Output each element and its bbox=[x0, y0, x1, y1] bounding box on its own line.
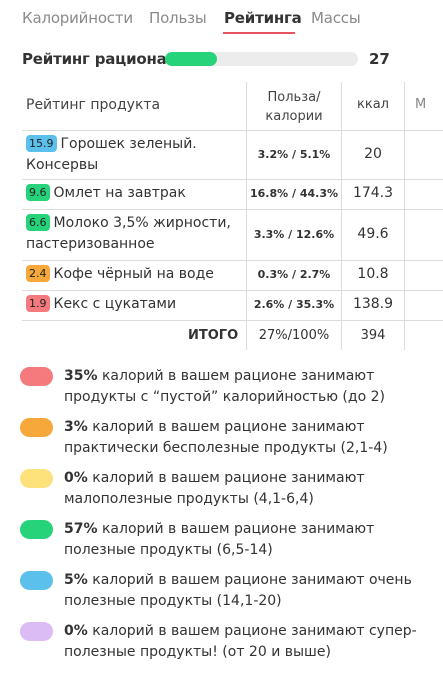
legend-percent: 3% bbox=[64, 419, 88, 435]
legend-percent: 35% bbox=[64, 368, 98, 384]
legend-item-useful: 57% калорий в вашем рационе занимают пол… bbox=[20, 519, 430, 563]
product-name: Омлет на завтрак bbox=[53, 185, 186, 201]
table-row-product[interactable]: 9.6 Омлет на завтрак bbox=[26, 183, 244, 204]
tab-mass[interactable]: Массы bbox=[311, 9, 361, 27]
total-label: ИТОГО bbox=[188, 328, 239, 343]
product-name: Кофе чёрный на воде bbox=[53, 266, 214, 282]
table-divider bbox=[22, 260, 443, 261]
product-kcal: 174.3 bbox=[352, 185, 394, 201]
product-score-badge: 1.9 bbox=[26, 295, 50, 312]
active-tab-indicator bbox=[223, 32, 295, 34]
legend-item-low-benefit: 0% калорий в вашем рационе занимают мало… bbox=[20, 468, 430, 512]
product-benefit: 2.6% / 35.3% bbox=[253, 298, 335, 311]
product-benefit: 3.2% / 5.1% bbox=[257, 148, 331, 161]
product-benefit: 16.8% / 44.3% bbox=[250, 187, 338, 200]
table-divider bbox=[246, 82, 247, 350]
legend-description: калорий в вашем рационе занимают очень п… bbox=[64, 572, 412, 609]
table-divider bbox=[22, 130, 443, 131]
table-row-product[interactable]: 1.9 Кекс с цукатами bbox=[26, 294, 244, 315]
product-score-badge: 6.6 bbox=[26, 214, 50, 231]
column-header-benefit-line2: калории bbox=[265, 109, 323, 124]
legend-percent: 0% bbox=[64, 623, 88, 639]
diet-rating-bar bbox=[165, 52, 358, 66]
legend-percent: 57% bbox=[64, 521, 98, 537]
legend-color-dot bbox=[20, 622, 53, 641]
column-header-kcal[interactable]: ккал bbox=[357, 97, 389, 112]
legend-description: калорий в вашем рационе занимают полезны… bbox=[64, 521, 375, 558]
legend-color-dot bbox=[20, 520, 53, 539]
column-header-benefit[interactable]: Польза/ калории bbox=[247, 88, 341, 126]
legend-text: 35% калорий в вашем рационе занимают про… bbox=[64, 366, 434, 408]
legend-item-very-useful: 5% калорий в вашем рационе занимают очен… bbox=[20, 570, 430, 614]
legend-text: 57% калорий в вашем рационе занимают пол… bbox=[64, 519, 434, 561]
table-divider bbox=[22, 179, 443, 180]
table-divider bbox=[22, 209, 443, 210]
legend-description: калорий в вашем рационе занимают практич… bbox=[64, 419, 388, 456]
product-score-badge: 2.4 bbox=[26, 265, 50, 282]
diet-rating-label: Рейтинг рациона bbox=[22, 50, 167, 68]
legend-percent: 5% bbox=[64, 572, 88, 588]
table-divider bbox=[341, 82, 342, 350]
legend-color-dot bbox=[20, 418, 53, 437]
table-divider bbox=[404, 82, 405, 350]
product-benefit: 0.3% / 2.7% bbox=[257, 268, 331, 281]
product-name: Горошек зеленый. Консервы bbox=[26, 136, 197, 173]
total-benefit: 27%/100% bbox=[258, 328, 330, 343]
legend-text: 0% калорий в вашем рационе занимают супе… bbox=[64, 621, 434, 663]
tab-rating[interactable]: Рейтинга bbox=[224, 9, 302, 27]
product-name: Молоко 3,5% жирности, пастеризованное bbox=[26, 215, 231, 252]
column-header-truncated[interactable]: М bbox=[415, 97, 427, 112]
product-kcal: 138.9 bbox=[352, 296, 394, 312]
legend-text: 3% калорий в вашем рационе занимают прак… bbox=[64, 417, 434, 459]
tab-bar: Калорийности Пользы Рейтинга Массы bbox=[0, 0, 443, 40]
legend-description: калорий в вашем рационе занимают продукт… bbox=[64, 368, 385, 405]
table-row-product[interactable]: 15.9 Горошек зеленый. Консервы bbox=[26, 134, 244, 176]
column-header-product[interactable]: Рейтинг продукта bbox=[26, 97, 161, 113]
table-row-product[interactable]: 2.4 Кофе чёрный на воде bbox=[26, 264, 244, 285]
product-score-badge: 15.9 bbox=[26, 135, 57, 152]
tab-calories[interactable]: Калорийности bbox=[22, 9, 133, 27]
diet-rating-row: Рейтинг рациона bbox=[0, 44, 443, 74]
total-kcal: 394 bbox=[360, 328, 386, 343]
legend-text: 5% калорий в вашем рационе занимают очен… bbox=[64, 570, 434, 612]
legend-percent: 0% bbox=[64, 470, 88, 486]
product-score-badge: 9.6 bbox=[26, 184, 50, 201]
product-benefit: 3.3% / 12.6% bbox=[253, 228, 335, 241]
product-kcal: 10.8 bbox=[357, 266, 389, 282]
tab-benefit[interactable]: Пользы bbox=[149, 9, 207, 27]
product-rating-table: Рейтинг продукта Польза/ калории ккал М … bbox=[0, 82, 443, 350]
legend-color-dot bbox=[20, 571, 53, 590]
legend-item-useless: 3% калорий в вашем рационе занимают прак… bbox=[20, 417, 430, 461]
legend-color-dot bbox=[20, 367, 53, 386]
table-divider bbox=[22, 320, 443, 321]
diet-rating-bar-fill bbox=[165, 52, 218, 66]
table-row-product[interactable]: 6.6 Молоко 3,5% жирности, пастеризованное bbox=[26, 213, 244, 255]
legend-item-super-useful: 0% калорий в вашем рационе занимают супе… bbox=[20, 621, 430, 665]
product-name: Кекс с цукатами bbox=[53, 296, 177, 312]
legend-description: калорий в вашем рационе занимают супер-п… bbox=[64, 623, 417, 660]
product-kcal: 20 bbox=[364, 146, 382, 162]
product-kcal: 49.6 bbox=[357, 226, 389, 242]
legend-description: калорий в вашем рационе занимают малопол… bbox=[64, 470, 365, 507]
table-divider bbox=[22, 290, 443, 291]
diet-rating-value: 27 bbox=[369, 50, 390, 68]
column-header-benefit-line1: Польза/ bbox=[267, 90, 321, 105]
legend-item-empty-calories: 35% калорий в вашем рационе занимают про… bbox=[20, 366, 430, 410]
legend-text: 0% калорий в вашем рационе занимают мало… bbox=[64, 468, 434, 510]
legend-color-dot bbox=[20, 469, 53, 488]
